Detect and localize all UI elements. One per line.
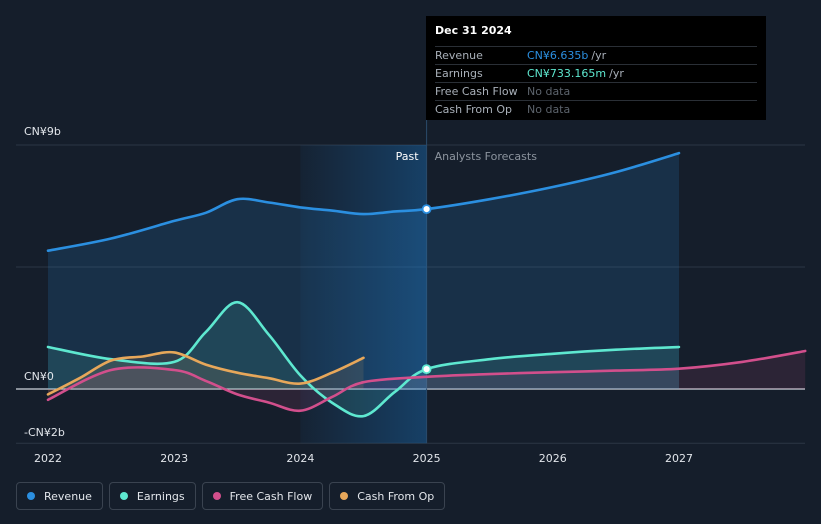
x-tick-label: 2023 xyxy=(160,452,188,465)
legend-item-earnings[interactable]: Earnings xyxy=(108,482,196,510)
tooltip-row-unit: /yr xyxy=(609,67,624,80)
x-tick-label: 2025 xyxy=(413,452,441,465)
free-cash-flow-area xyxy=(48,351,806,411)
tooltip-row-name: Cash From Op xyxy=(435,103,513,116)
cash-from-op-line xyxy=(46,350,365,396)
tooltip-row-value: No data xyxy=(527,103,571,116)
tooltip-row-value: No data xyxy=(527,85,571,98)
tooltip-date: Dec 31 2024 xyxy=(435,24,512,37)
cash-from-op-area xyxy=(48,352,364,395)
legend: Revenue Earnings Free Cash Flow Cash Fro… xyxy=(16,482,446,510)
tooltip-row-value: CN¥6.635b xyxy=(527,49,589,62)
y-tick-label: -CN¥2b xyxy=(24,426,65,439)
past-label: Past xyxy=(396,150,420,163)
revenue-line xyxy=(46,151,681,252)
earnings-area xyxy=(48,302,679,417)
tooltip: Dec 31 2024 Revenue CN¥6.635b /yr Earnin… xyxy=(426,16,766,120)
tooltip-row-name: Revenue xyxy=(435,49,483,62)
y-tick-label: CN¥0 xyxy=(24,370,54,383)
y-tick-label: CN¥9b xyxy=(24,125,61,138)
revenue-marker xyxy=(421,204,432,215)
legend-item-revenue[interactable]: Revenue xyxy=(16,482,103,510)
earnings-marker xyxy=(421,364,432,375)
legend-label: Earnings xyxy=(136,489,185,503)
tooltip-row-revenue: Revenue CN¥6.635b /yr xyxy=(435,46,757,64)
line-layer xyxy=(46,151,807,418)
legend-dot-icon xyxy=(340,492,349,500)
free-cash-flow-line xyxy=(46,349,807,413)
legend-item-free-cash-flow[interactable]: Free Cash Flow xyxy=(201,482,324,510)
legend-dot-icon xyxy=(119,492,128,500)
tooltip-row-value: CN¥733.165m xyxy=(527,67,607,80)
legend-label: Free Cash Flow xyxy=(229,489,313,503)
x-tick-label: 2026 xyxy=(539,452,567,465)
tooltip-row-cash-from-op: Cash From Op No data xyxy=(435,100,757,118)
tooltip-row-name: Earnings xyxy=(435,67,483,80)
legend-dot-icon xyxy=(27,492,35,500)
earnings-line xyxy=(46,300,681,418)
legend-dot-icon xyxy=(212,492,221,500)
tooltip-row-earnings: Earnings CN¥733.165m /yr xyxy=(435,64,757,82)
legend-item-cash-from-op[interactable]: Cash From Op xyxy=(329,482,446,510)
area-layer xyxy=(48,153,806,417)
tooltip-row-free-cash-flow: Free Cash Flow No data xyxy=(435,82,757,100)
x-tick-label: 2022 xyxy=(34,452,62,465)
revenue-area xyxy=(48,153,679,389)
tooltip-row-name: Free Cash Flow xyxy=(435,85,518,98)
tooltip-row-unit: /yr xyxy=(591,49,607,62)
marker-layer xyxy=(421,204,432,375)
x-tick-label: 2024 xyxy=(286,452,314,465)
legend-label: Revenue xyxy=(44,489,92,503)
x-tick-label: 2027 xyxy=(665,452,693,465)
forecast-label: Analysts Forecasts xyxy=(435,150,538,163)
legend-label: Cash From Op xyxy=(357,489,435,503)
label-layer: CN¥9b CN¥0 -CN¥2b 2022 2023 2024 2025 2026 2027 P… xyxy=(24,125,693,465)
